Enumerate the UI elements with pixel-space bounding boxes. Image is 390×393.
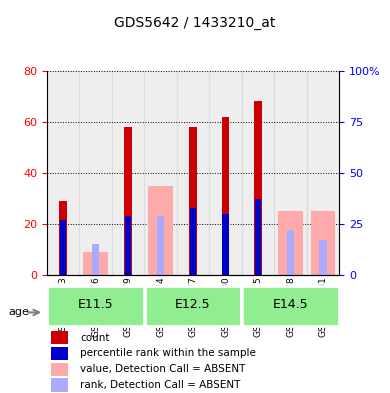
Text: E12.5: E12.5: [175, 298, 211, 311]
Text: count: count: [80, 332, 110, 343]
Text: value, Detection Call = ABSENT: value, Detection Call = ABSENT: [80, 364, 245, 374]
Bar: [177, 71, 209, 275]
Bar: [59, 201, 67, 275]
FancyBboxPatch shape: [48, 286, 144, 326]
Bar: [47, 71, 79, 275]
Bar: [51, 362, 68, 376]
Bar: [60, 220, 66, 275]
Text: age: age: [9, 307, 30, 318]
Bar: [209, 71, 242, 275]
Bar: [319, 241, 327, 275]
Bar: [125, 216, 131, 275]
Bar: [148, 185, 173, 275]
Bar: [51, 347, 68, 360]
Bar: [311, 211, 335, 275]
FancyBboxPatch shape: [145, 286, 241, 326]
Bar: [51, 378, 68, 392]
Bar: [190, 208, 196, 275]
Bar: [255, 200, 261, 275]
Text: percentile rank within the sample: percentile rank within the sample: [80, 349, 256, 358]
FancyBboxPatch shape: [243, 286, 339, 326]
Bar: [278, 211, 303, 275]
Bar: [92, 244, 99, 275]
Text: rank, Detection Call = ABSENT: rank, Detection Call = ABSENT: [80, 380, 240, 390]
Text: E14.5: E14.5: [273, 298, 308, 311]
Bar: [255, 101, 262, 275]
Bar: [144, 71, 177, 275]
Bar: [157, 216, 164, 275]
Bar: [124, 127, 132, 275]
Bar: [307, 71, 339, 275]
Bar: [83, 252, 108, 275]
Bar: [242, 71, 274, 275]
Bar: [51, 331, 68, 344]
Bar: [287, 230, 294, 275]
Bar: [274, 71, 307, 275]
Text: E11.5: E11.5: [78, 298, 113, 311]
Bar: [222, 117, 229, 275]
Bar: [190, 127, 197, 275]
Bar: [112, 71, 144, 275]
Bar: [79, 71, 112, 275]
Bar: [222, 214, 229, 275]
Text: GDS5642 / 1433210_at: GDS5642 / 1433210_at: [114, 16, 276, 30]
